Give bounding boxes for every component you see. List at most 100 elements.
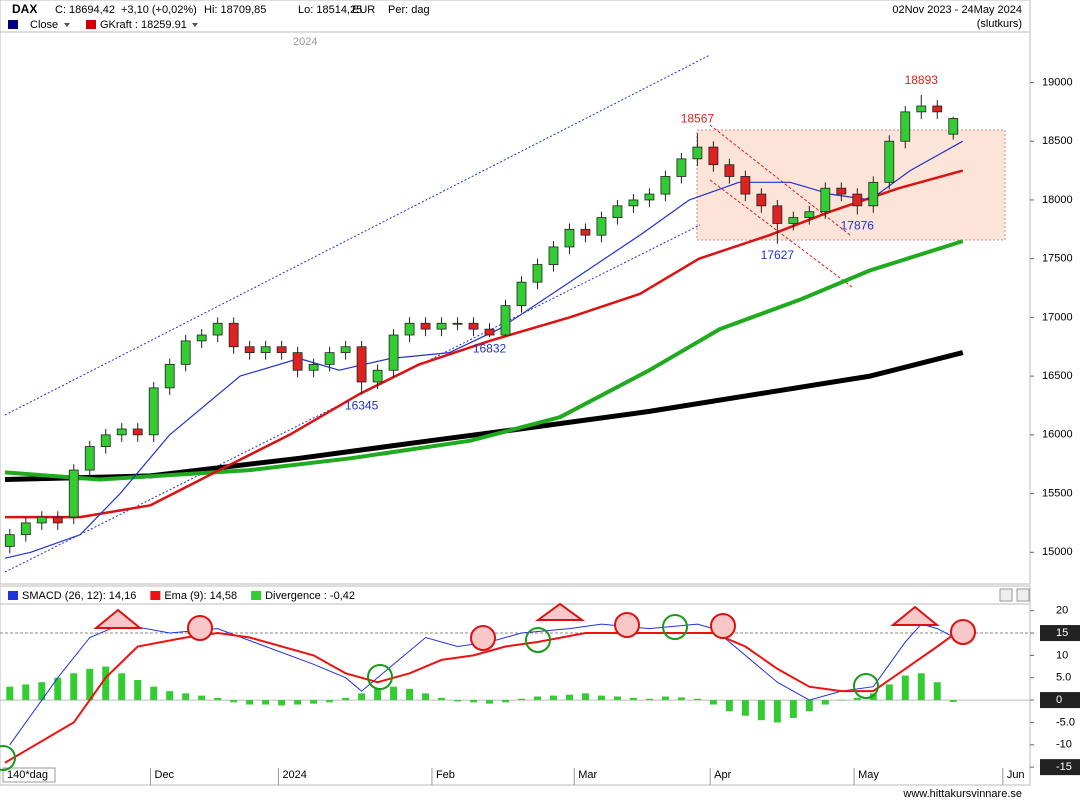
candle-body bbox=[820, 187, 831, 213]
candle-body bbox=[548, 246, 559, 265]
candle-body bbox=[388, 334, 399, 371]
chart-title: DAX bbox=[12, 2, 37, 16]
bar bbox=[502, 700, 510, 703]
buy-markers bbox=[0, 614, 879, 771]
bar bbox=[533, 696, 541, 701]
bar bbox=[230, 700, 238, 703]
bar bbox=[374, 688, 382, 701]
candle-body bbox=[772, 205, 783, 224]
period-box bbox=[2, 767, 56, 783]
buy-signal bbox=[662, 614, 688, 640]
y-tick-label: -15 bbox=[1056, 761, 1072, 773]
candle-body bbox=[20, 522, 31, 536]
date-range: 02Nov 2023 - 24May 2024 bbox=[892, 4, 1022, 16]
bar bbox=[917, 673, 925, 701]
bar bbox=[310, 700, 318, 704]
info-period: Per: dag bbox=[388, 4, 430, 16]
buy-signal bbox=[367, 664, 393, 690]
candle-body bbox=[308, 363, 319, 371]
bar bbox=[805, 700, 813, 712]
legend-label: SMACD (26, 12): 14,16 bbox=[22, 590, 136, 602]
footer: www.hittakursvinnare.se bbox=[902, 788, 1022, 800]
candle-body bbox=[708, 146, 719, 166]
bar bbox=[358, 693, 366, 701]
bar bbox=[486, 700, 494, 704]
bar bbox=[837, 700, 845, 701]
candle-body bbox=[436, 322, 447, 330]
bar bbox=[821, 700, 829, 705]
bar bbox=[454, 700, 462, 702]
y-tick-label: 0 bbox=[1056, 694, 1062, 706]
y-tick-label: 18000 bbox=[1042, 194, 1073, 206]
annotation: 16832 bbox=[473, 341, 507, 355]
bar bbox=[294, 700, 302, 705]
candle-body bbox=[500, 305, 511, 336]
top-signal bbox=[93, 608, 143, 629]
sub-panel bbox=[0, 603, 1031, 786]
subtitle: (slutkurs) bbox=[977, 18, 1022, 30]
bar bbox=[166, 691, 174, 701]
bar bbox=[949, 700, 957, 702]
candle-body bbox=[596, 217, 607, 236]
candle-body bbox=[932, 105, 943, 113]
legend-swatch bbox=[8, 591, 18, 600]
bar bbox=[118, 673, 126, 701]
x-tick-label: 2024 bbox=[282, 769, 306, 781]
candle-body bbox=[868, 181, 879, 207]
dropdown-arrow[interactable] bbox=[192, 23, 198, 27]
y-tick-label: 5.0 bbox=[1056, 672, 1071, 684]
candle-body bbox=[324, 352, 335, 365]
candle-body bbox=[692, 146, 703, 160]
candle-body bbox=[132, 428, 143, 436]
candle-body bbox=[52, 516, 63, 524]
watermark: 2024 bbox=[293, 36, 317, 48]
x-tick-label: Apr bbox=[714, 769, 731, 781]
y-tick-label: 15500 bbox=[1042, 487, 1073, 499]
annotation: 18893 bbox=[905, 73, 939, 87]
settings-button[interactable] bbox=[999, 588, 1013, 602]
candle-body bbox=[372, 369, 383, 383]
bar bbox=[342, 697, 350, 701]
bar bbox=[853, 697, 861, 701]
top-signal bbox=[534, 602, 586, 621]
candle-body bbox=[484, 328, 495, 336]
bar bbox=[725, 700, 733, 712]
candle-body bbox=[660, 176, 671, 195]
y-tick-label: 20 bbox=[1056, 605, 1068, 617]
bar bbox=[661, 696, 669, 701]
info-low: Lo: 18514,25 bbox=[298, 4, 362, 16]
info-high: Hi: 18709,85 bbox=[204, 4, 266, 16]
x-tick-label: May bbox=[858, 769, 879, 781]
bar bbox=[645, 698, 653, 701]
candle-body bbox=[676, 158, 687, 177]
candle-body bbox=[788, 217, 799, 224]
candle-body bbox=[276, 346, 287, 354]
sell-signal bbox=[710, 613, 736, 639]
legend-label: Ema (9): 14,58 bbox=[164, 590, 237, 602]
candle-body bbox=[804, 211, 815, 218]
candle-body bbox=[612, 205, 623, 218]
sell-signal bbox=[614, 612, 640, 638]
candle-body bbox=[564, 228, 575, 248]
bar bbox=[773, 700, 781, 723]
y-tick-box bbox=[1040, 759, 1080, 776]
candle-body bbox=[180, 340, 191, 365]
candle-body bbox=[644, 193, 655, 201]
x-tick-label: Dec bbox=[155, 769, 175, 781]
x-tick-label: Jun bbox=[1007, 769, 1025, 781]
dropdown-arrow[interactable] bbox=[64, 23, 70, 27]
y-tick-box bbox=[1040, 692, 1080, 709]
bar bbox=[629, 697, 637, 701]
bar bbox=[134, 679, 142, 701]
legend-label[interactable]: Close bbox=[30, 19, 58, 31]
candle-body bbox=[148, 387, 159, 436]
bar bbox=[438, 697, 446, 701]
y-tick-label: -5.0 bbox=[1056, 716, 1075, 728]
candle-body bbox=[260, 346, 271, 354]
bar bbox=[933, 682, 941, 701]
legend-label[interactable]: GKraft : 18259.91 bbox=[100, 19, 187, 31]
y-tick-label: 18500 bbox=[1042, 135, 1073, 147]
expand-button[interactable] bbox=[1016, 588, 1030, 602]
